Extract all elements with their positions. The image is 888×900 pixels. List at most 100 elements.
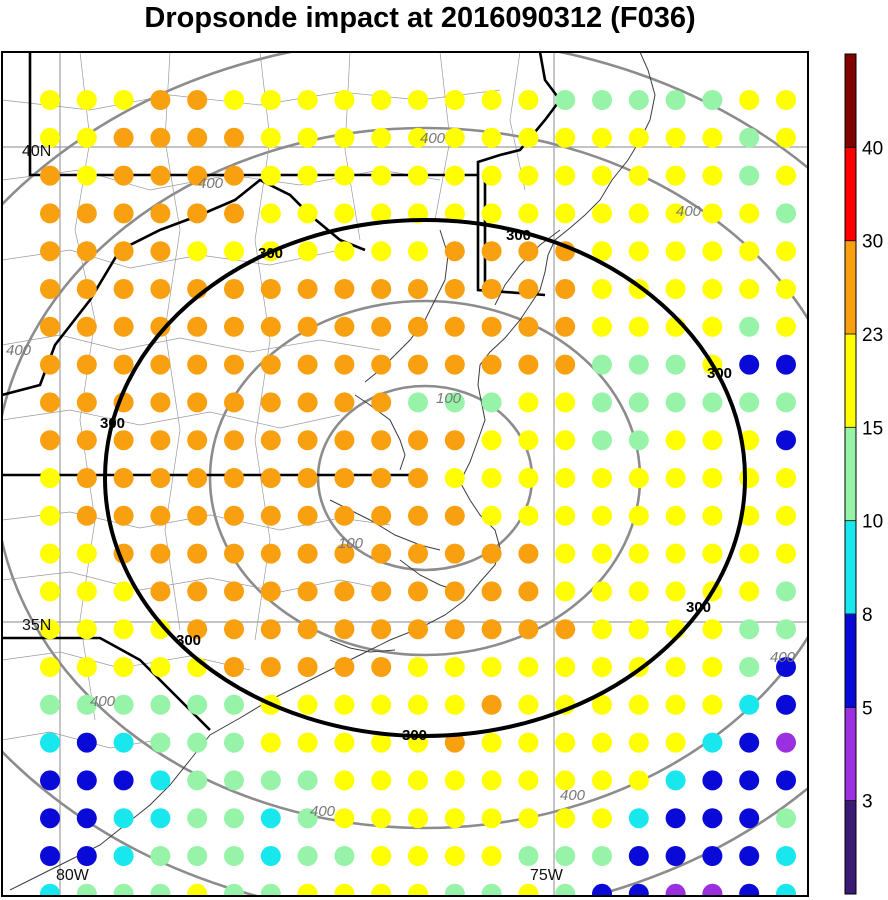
impact-dot — [334, 619, 355, 640]
impact-dot — [40, 165, 60, 186]
impact-dot — [260, 468, 281, 488]
impact-dot — [297, 203, 318, 224]
impact-dot — [76, 241, 97, 262]
colorbar-segment — [845, 707, 856, 802]
impact-dot — [40, 430, 60, 451]
impact-dot — [518, 279, 539, 299]
impact-dot — [444, 808, 465, 829]
impact-dot — [518, 581, 539, 602]
impact-dot — [739, 279, 760, 299]
contour-label-100: 100 — [338, 535, 364, 552]
impact-dot — [408, 770, 428, 791]
impact-dot — [150, 505, 171, 526]
impact-dot — [113, 165, 134, 186]
colorbar-label: 30 — [862, 232, 883, 253]
impact-dot — [628, 430, 649, 451]
impact-dot — [628, 846, 649, 866]
impact-dot — [187, 165, 208, 186]
impact-dot — [150, 279, 171, 299]
impact-dot — [444, 694, 465, 715]
impact-dot — [113, 770, 134, 791]
impact-dot — [260, 846, 281, 866]
impact-dot — [224, 543, 244, 564]
impact-dot — [518, 657, 539, 677]
impact-dot — [408, 657, 428, 677]
impact-dot — [555, 90, 576, 110]
impact-dot — [371, 770, 392, 791]
impact-dot — [150, 127, 171, 148]
impact-dot — [224, 846, 244, 866]
impact-dot — [150, 657, 171, 677]
impact-dot — [260, 392, 281, 413]
impact-dot — [739, 90, 760, 110]
impact-dot — [665, 203, 686, 224]
impact-dot — [776, 770, 796, 791]
impact-dot — [702, 241, 723, 262]
impact-dot — [702, 657, 723, 677]
colorbar-label: 5 — [862, 698, 873, 719]
impact-dot — [555, 846, 576, 866]
impact-dot — [628, 241, 649, 262]
impact-dot — [76, 883, 97, 896]
impact-dot — [592, 127, 612, 148]
impact-dot — [776, 468, 796, 488]
impact-dot — [592, 657, 612, 677]
impact-dot — [555, 505, 576, 526]
impact-dot — [628, 770, 649, 791]
impact-dot — [592, 468, 612, 488]
impact-dot — [187, 694, 208, 715]
impact-dot — [776, 279, 796, 299]
latlon-labels: 40N 35N 80W 75W — [22, 143, 564, 884]
map-title: Dropsonde impact at 2016090312 (F036) — [144, 2, 696, 34]
impact-dot — [334, 808, 355, 829]
impact-dots — [40, 90, 796, 896]
impact-dot — [444, 241, 465, 262]
impact-dot — [297, 165, 318, 186]
impact-dot — [776, 241, 796, 262]
impact-dot — [187, 619, 208, 640]
impact-dot — [628, 203, 649, 224]
impact-dot — [297, 90, 318, 110]
impact-dot — [776, 127, 796, 148]
impact-dot — [628, 127, 649, 148]
impact-dot — [408, 846, 428, 866]
impact-dot — [371, 657, 392, 677]
impact-dot — [297, 392, 318, 413]
impact-dot — [40, 241, 60, 262]
impact-dot — [76, 846, 97, 866]
impact-dot — [702, 543, 723, 564]
impact-dot — [187, 505, 208, 526]
impact-dot — [555, 392, 576, 413]
impact-dot — [113, 505, 134, 526]
impact-dot — [297, 846, 318, 866]
impact-dot — [776, 732, 796, 753]
impact-dot — [297, 883, 318, 896]
colorbar-label: 40 — [862, 138, 883, 159]
impact-dot — [187, 808, 208, 829]
impact-dot — [408, 354, 428, 375]
impact-dot — [40, 127, 60, 148]
impact-dot — [408, 468, 428, 488]
impact-dot — [665, 392, 686, 413]
impact-dot — [444, 165, 465, 186]
impact-dot — [113, 883, 134, 896]
impact-dot — [224, 770, 244, 791]
impact-dot — [371, 430, 392, 451]
impact-dot — [76, 430, 97, 451]
impact-dot — [776, 543, 796, 564]
impact-dot — [187, 430, 208, 451]
impact-dot — [592, 732, 612, 753]
impact-dot — [40, 316, 60, 337]
impact-dot — [40, 808, 60, 829]
impact-dot — [702, 694, 723, 715]
contour-label-300: 300 — [176, 632, 201, 649]
lon-label-80w: 80W — [56, 867, 90, 884]
impact-dot — [224, 619, 244, 640]
impact-dot — [481, 279, 502, 299]
impact-dot — [76, 392, 97, 413]
impact-dot — [334, 694, 355, 715]
impact-dot — [187, 127, 208, 148]
impact-dot — [702, 90, 723, 110]
impact-dot — [592, 619, 612, 640]
impact-dot — [187, 846, 208, 866]
